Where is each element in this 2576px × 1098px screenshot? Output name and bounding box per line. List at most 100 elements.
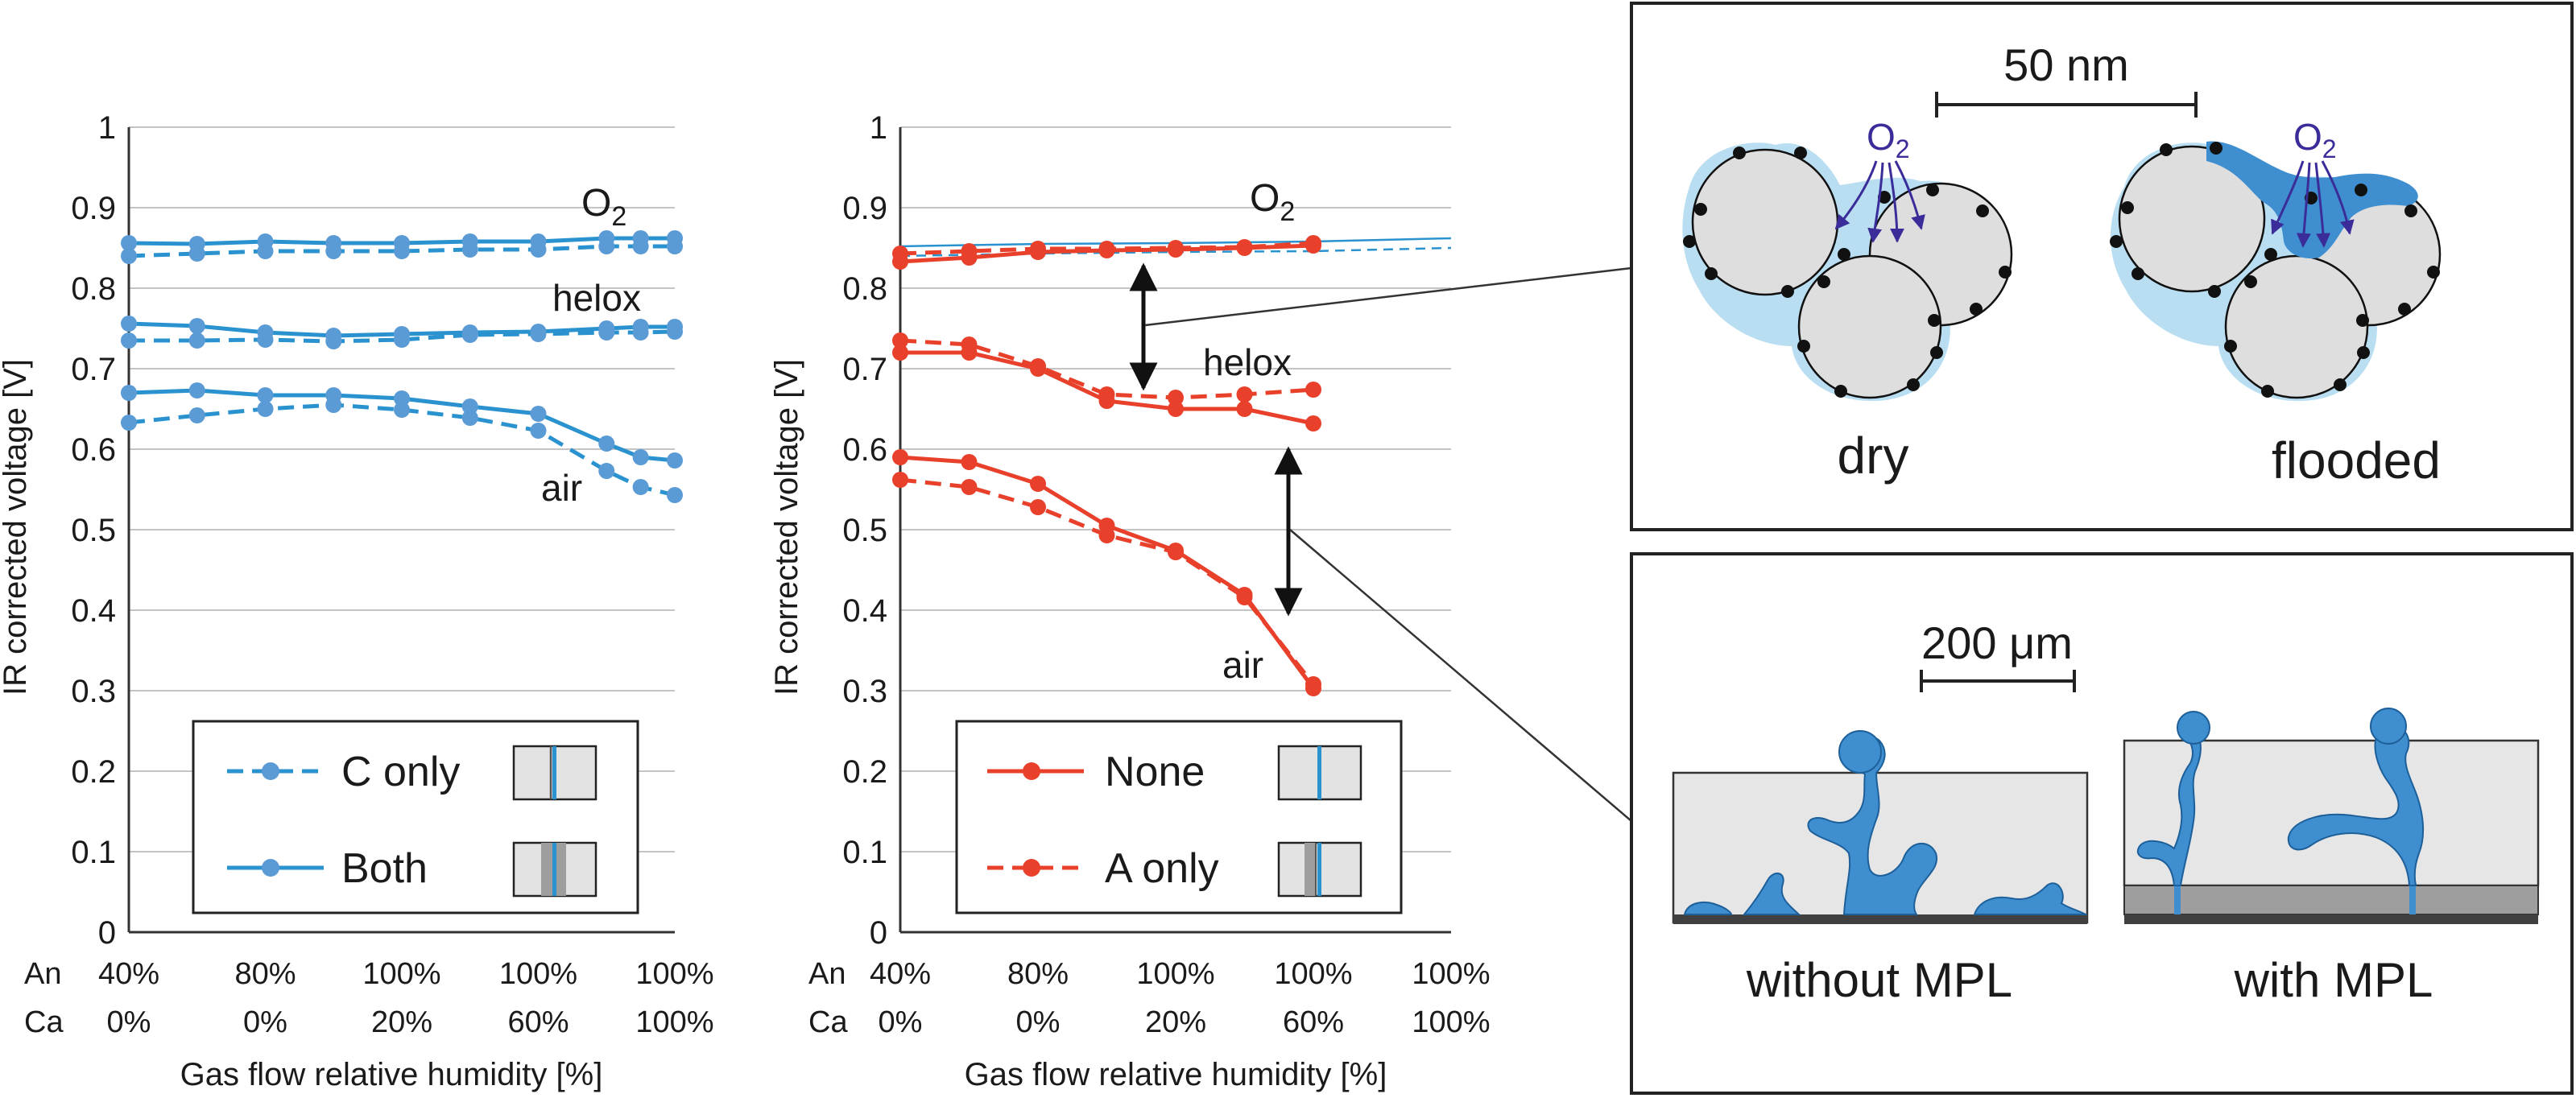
left-gas-o2: O2 — [581, 182, 626, 232]
y-tick-label: 0.9 — [71, 191, 116, 226]
data-point — [1168, 390, 1184, 406]
series-o2-solid — [121, 230, 683, 252]
data-point — [632, 230, 649, 246]
left-ylabel: IR corrected voltage [V] — [0, 359, 33, 696]
data-point — [961, 454, 978, 470]
mpl-crack — [2409, 885, 2416, 914]
water-drop-top — [2177, 711, 2210, 745]
left-gas-o2-main: O — [581, 182, 611, 225]
water-path — [2136, 734, 2202, 886]
x-tick-cathode: 100% — [1412, 1005, 1490, 1039]
y-tick-label: 0 — [870, 915, 887, 951]
x-tick-cathode: 0% — [243, 1005, 287, 1039]
data-point — [1030, 358, 1046, 374]
data-point — [1305, 235, 1321, 251]
data-point — [892, 345, 908, 361]
dry-o2-main: O — [1867, 116, 1896, 158]
data-point — [121, 332, 137, 349]
data-point — [667, 230, 683, 246]
series-line — [129, 329, 676, 344]
data-point — [667, 487, 683, 503]
dry-o2-sub: 2 — [1896, 134, 1910, 163]
left-xticks: An Ca 40% 0% 80% 0% 100% 20% 100% 60% 100% 100% — [24, 957, 714, 1039]
y-tick-label: 0.8 — [842, 271, 887, 307]
label-flooded: flooded — [2272, 431, 2441, 489]
middle-gas-helox: helox — [1203, 341, 1292, 383]
mpl-crack — [2174, 885, 2181, 914]
x-tick-anode: 100% — [635, 957, 713, 991]
data-point — [667, 319, 683, 335]
flooded-o2-arrows — [2271, 160, 2355, 248]
connector-top — [1144, 266, 1632, 327]
chart-left: 0 0.1 0.2 0.3 0.4 0.5 0.6 0.7 0.8 0.9 1 An Ca 40% 0% 8… — [0, 110, 714, 1092]
y-tick-label: 0.1 — [842, 835, 887, 870]
series-air-dashed — [892, 472, 1321, 692]
connector-bottom — [1289, 529, 1632, 822]
x-tick-anode: 100% — [1274, 957, 1352, 991]
x-tick-cathode: 0% — [879, 1005, 923, 1039]
left-gas-air: air — [541, 467, 582, 509]
series-helox-solid — [121, 316, 683, 344]
data-point — [121, 415, 137, 431]
x-tick-anode: 100% — [362, 957, 440, 991]
data-point — [325, 235, 342, 251]
data-point — [188, 332, 205, 349]
data-point — [394, 390, 410, 407]
data-point — [632, 319, 649, 335]
y-tick-label: 0.8 — [71, 271, 116, 307]
scale-200um: 200 μm — [1921, 617, 2073, 668]
data-point — [1305, 382, 1321, 398]
data-point — [632, 479, 649, 495]
data-point — [530, 233, 547, 250]
x-row-label-cathode: Ca — [24, 1005, 64, 1039]
y-tick-label: 1 — [98, 110, 116, 146]
x-tick-anode: 100% — [1136, 957, 1214, 991]
x-tick-cathode: 0% — [1016, 1005, 1061, 1039]
x-tick-cathode: 0% — [107, 1005, 151, 1039]
data-point — [598, 463, 615, 479]
data-point — [892, 332, 908, 349]
data-point — [121, 248, 137, 264]
data-point — [1168, 401, 1184, 417]
flooded-o2-label: O2 — [2293, 116, 2337, 163]
middle-xticks: An Ca 40% 0% 80% 0% 100% 20% 100% 60% 100% 100% — [808, 957, 1491, 1039]
y-tick-label: 1 — [870, 110, 887, 146]
legend-marker — [1023, 859, 1040, 877]
data-point — [598, 320, 615, 336]
series-o2-dashed — [892, 235, 1321, 262]
data-point — [188, 236, 205, 252]
data-point — [961, 336, 978, 353]
x-tick-anode: 40% — [98, 957, 159, 991]
data-point — [121, 235, 137, 251]
data-point — [892, 246, 908, 262]
data-point — [961, 243, 978, 259]
data-point — [530, 406, 547, 422]
data-point — [1030, 241, 1046, 257]
scale-50nm: 50 nm — [2003, 39, 2129, 90]
cell-a-only-icon — [1277, 841, 1362, 898]
data-point — [530, 324, 547, 340]
data-point — [257, 233, 274, 250]
cell-c-only-icon — [512, 745, 597, 801]
middle-gas-o2: O2 — [1250, 177, 1295, 227]
data-point — [461, 233, 478, 250]
y-tick-label: 0.7 — [842, 352, 887, 387]
y-tick-label: 0.4 — [842, 593, 887, 629]
data-point — [121, 316, 137, 332]
water-droplet — [1973, 882, 2089, 915]
middle-series — [892, 235, 1321, 696]
middle-gas-o2-main: O — [1250, 177, 1280, 220]
series-line — [128, 388, 676, 463]
left-series — [121, 230, 683, 503]
data-point — [1168, 544, 1184, 560]
left-xlabel: Gas flow relative humidity [%] — [180, 1057, 603, 1092]
middle-gas-air: air — [1222, 644, 1263, 686]
data-point — [1098, 527, 1115, 543]
data-point — [394, 402, 410, 418]
data-point — [1236, 589, 1253, 605]
data-point — [961, 479, 978, 495]
data-point — [257, 324, 274, 341]
data-point — [1030, 476, 1046, 492]
left-gas-o2-sub: 2 — [611, 201, 626, 232]
